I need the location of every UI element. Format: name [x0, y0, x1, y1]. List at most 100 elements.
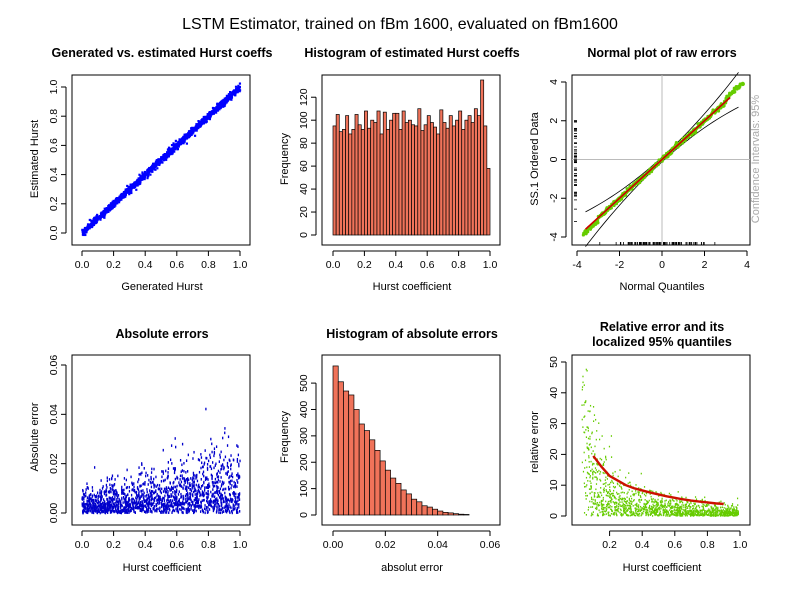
- panel1-point: [95, 221, 98, 224]
- panel4-point: [196, 494, 198, 497]
- panel6-point: [676, 503, 679, 506]
- panel6-point: [623, 491, 625, 494]
- panel4-point: [210, 504, 213, 508]
- panel1-point: [231, 91, 234, 94]
- panel2-ylabel: Frequency: [279, 133, 291, 185]
- panel4-point: [137, 480, 139, 484]
- panel4-point: [119, 499, 121, 503]
- panel1-point: [138, 179, 141, 182]
- panel4-point: [196, 479, 199, 483]
- panel5-bar: [337, 381, 344, 516]
- panel5-bar: [458, 513, 465, 516]
- panel4-point: [114, 492, 116, 496]
- panel6-point: [588, 456, 590, 459]
- panel4-point: [213, 499, 216, 503]
- panel4-point: [238, 510, 241, 513]
- panel1-y-tick-label: 0.4: [48, 167, 60, 182]
- panel1-point: [92, 223, 96, 227]
- panel6-point: [726, 510, 728, 513]
- panel4-point: [194, 488, 197, 492]
- panel4-point: [197, 488, 200, 492]
- panel4-point: [215, 462, 217, 466]
- panel4-point: [107, 507, 109, 511]
- panel4-point: [172, 505, 174, 508]
- panel1-point: [201, 120, 204, 123]
- panel4-point: [218, 496, 221, 499]
- panel6-point: [709, 509, 711, 511]
- panel4-point: [207, 503, 210, 506]
- panel6-point: [676, 515, 678, 517]
- panel6-point: [679, 512, 681, 515]
- panel6-point: [724, 510, 726, 513]
- panel4-point: [121, 492, 123, 495]
- panel1-point: [178, 138, 181, 141]
- panel1-point: [142, 173, 145, 176]
- panel2-bar: [335, 114, 340, 236]
- panel4-point: [104, 504, 106, 508]
- panel4-point: [124, 499, 127, 503]
- panel4-point: [237, 453, 240, 457]
- panel6-point: [629, 504, 631, 507]
- panel6-point: [611, 479, 613, 482]
- panel4-point: [213, 481, 215, 484]
- panel5-x-tick-label: 0.02: [375, 539, 396, 551]
- panel6-point: [620, 505, 623, 508]
- panel4-point: [190, 498, 192, 502]
- panel4-point: [229, 479, 232, 483]
- panel1-point: [107, 204, 111, 208]
- panel6-xlabel: Hurst coefficient: [623, 562, 702, 574]
- panel4-point: [117, 502, 120, 505]
- panel4-point: [102, 505, 105, 509]
- panel1-point: [158, 162, 161, 165]
- panel1-point: [164, 157, 167, 160]
- panel4-point: [142, 489, 144, 492]
- panel4-point: [115, 500, 117, 504]
- panel6-point: [667, 502, 669, 505]
- panel1-point: [124, 189, 127, 192]
- panel6-point: [708, 512, 710, 515]
- panel6-point: [642, 508, 645, 510]
- panel4-point: [150, 475, 152, 479]
- panel4-point: [123, 488, 125, 492]
- panel6-point: [733, 506, 735, 508]
- panel4-point: [188, 478, 190, 482]
- panel4-point: [94, 505, 96, 509]
- panel4-point: [176, 497, 178, 501]
- panel2-bar: [483, 125, 488, 236]
- panel4-point: [207, 486, 210, 490]
- panel4-point: [124, 497, 127, 500]
- panel4-point: [155, 485, 157, 488]
- panel4-point: [175, 503, 177, 507]
- panel1-point: [156, 160, 159, 163]
- panel4-point: [81, 498, 84, 501]
- panel6-point: [697, 511, 699, 514]
- panel6-point: [603, 491, 605, 493]
- panel1-x-tick-label: 0.8: [201, 259, 216, 271]
- panel4-point: [207, 506, 209, 509]
- panel4-point: [123, 492, 125, 495]
- panel6-point: [598, 495, 600, 497]
- panel4-point: [204, 486, 206, 489]
- panel4-point: [209, 456, 212, 459]
- panel1-point: [187, 131, 190, 135]
- panel6-point: [728, 508, 730, 510]
- panel6-point: [616, 493, 619, 495]
- panel4-point: [129, 509, 131, 513]
- panel4-point: [96, 494, 98, 498]
- panel4-point: [212, 492, 214, 496]
- panel6-point: [591, 512, 593, 515]
- panel6-point: [622, 502, 624, 505]
- panel4-point: [82, 493, 85, 496]
- panel5-bar: [432, 508, 439, 516]
- panel6-point: [639, 501, 641, 504]
- panel6-point: [596, 471, 599, 473]
- panel6-point: [603, 503, 605, 506]
- panel1-point: [119, 197, 122, 200]
- panel4-point: [172, 509, 174, 513]
- panel4-point: [144, 480, 146, 484]
- panel4-point: [114, 498, 116, 501]
- panel6-point: [623, 509, 626, 512]
- panel6-point: [619, 508, 622, 511]
- panel4-point: [101, 501, 104, 505]
- panel4-point: [202, 494, 205, 498]
